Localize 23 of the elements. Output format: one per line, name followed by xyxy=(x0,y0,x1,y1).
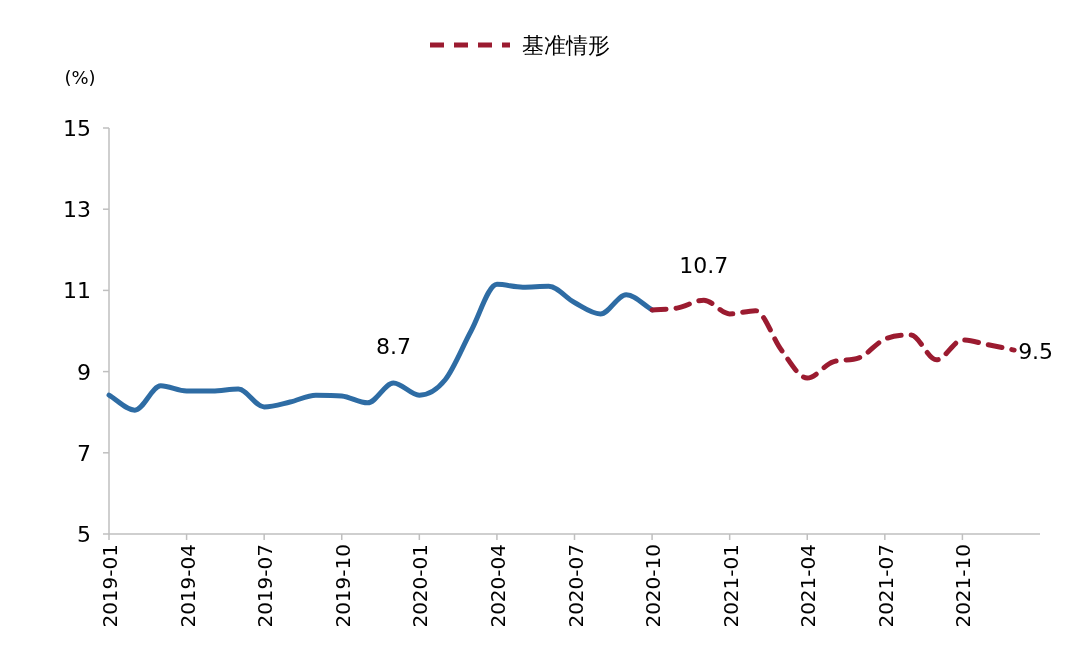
x-tick-label: 2019-04 xyxy=(175,544,200,628)
y-tick-label: 11 xyxy=(63,278,91,304)
annotation: 8.7 xyxy=(375,333,411,359)
x-tick-label: 2021-10 xyxy=(951,544,976,628)
y-tick-label: 7 xyxy=(77,440,91,466)
x-tick-label: 2020-07 xyxy=(563,544,588,628)
y-tick-label: 9 xyxy=(77,359,91,385)
x-tick-label: 2020-01 xyxy=(408,544,433,628)
x-tick-label: 2019-07 xyxy=(253,544,278,628)
x-tick-label: 2021-07 xyxy=(873,544,898,628)
y-tick-label: 13 xyxy=(63,197,91,223)
y-tick-label: 5 xyxy=(77,522,91,547)
legend-label: 基准情形 xyxy=(522,33,610,58)
x-tick-label: 2019-10 xyxy=(330,544,355,628)
annotation: 10.7 xyxy=(679,252,729,278)
y-axis-title: (%) xyxy=(64,67,96,88)
y-tick-label: 15 xyxy=(63,116,91,141)
annotation: 9.5 xyxy=(1018,339,1054,365)
x-tick-label: 2019-01 xyxy=(98,544,122,628)
x-tick-label: 2020-04 xyxy=(485,544,510,628)
x-tick-label: 2021-01 xyxy=(718,544,743,628)
x-tick-label: 2021-04 xyxy=(796,544,821,628)
x-tick-label: 2020-10 xyxy=(641,544,666,628)
